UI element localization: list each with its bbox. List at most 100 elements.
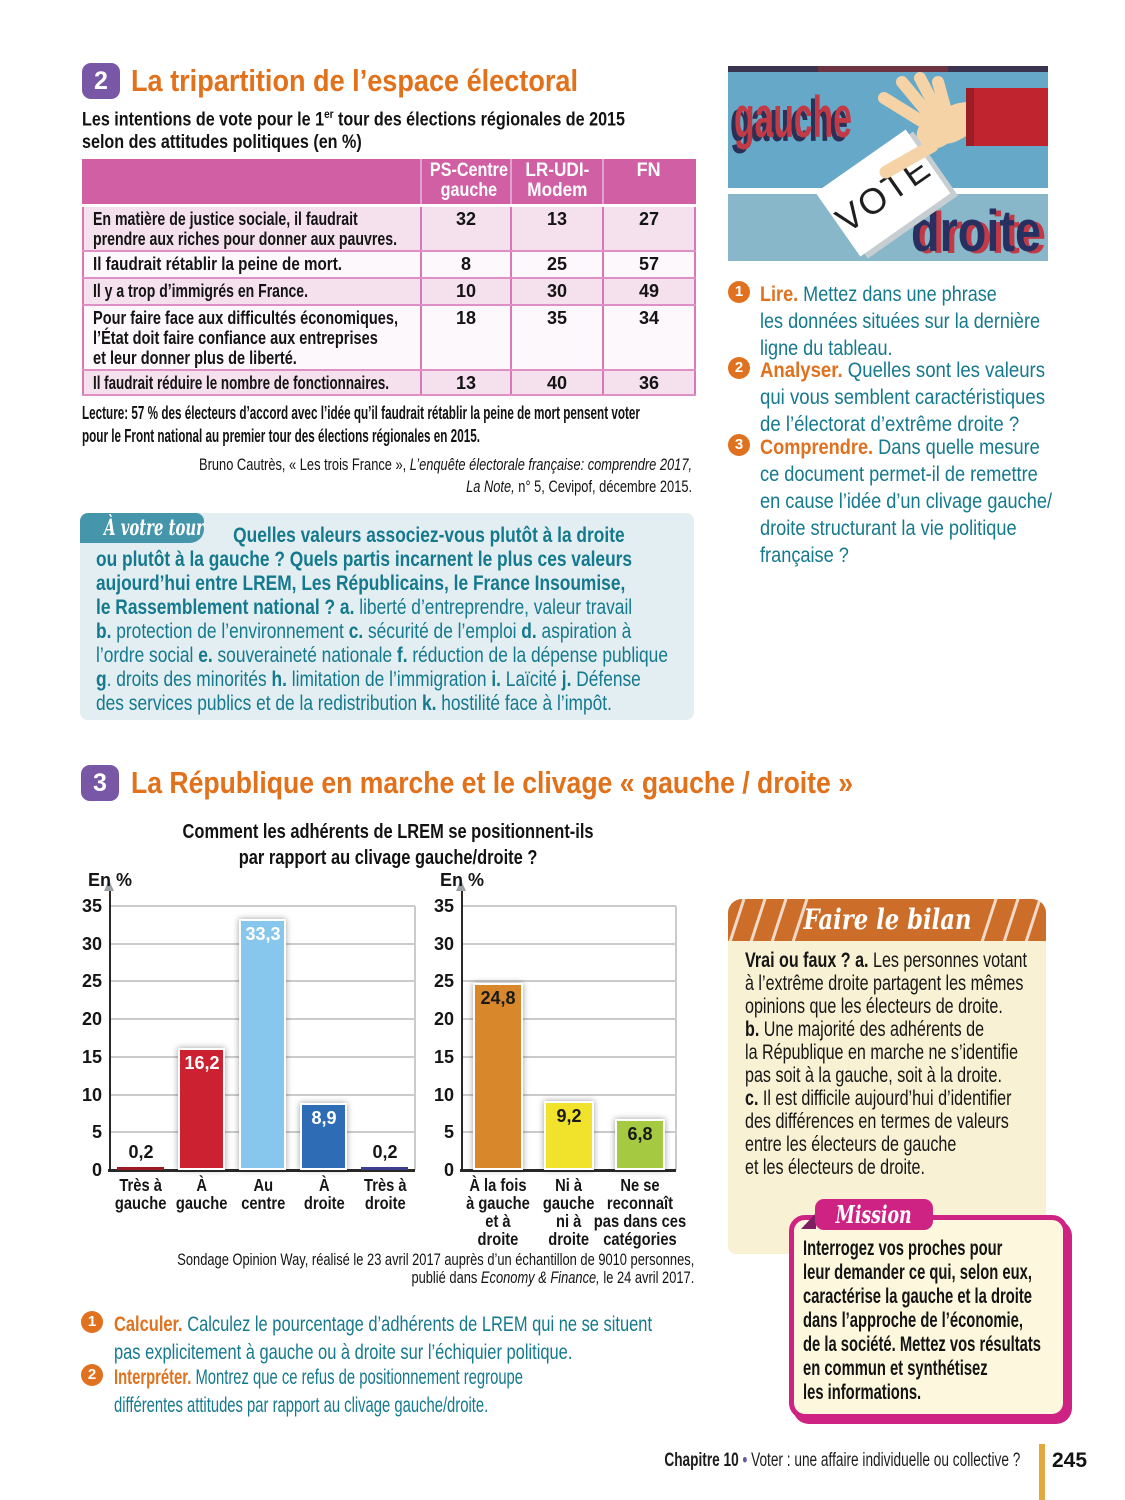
y-tick-label: 15 [81,1046,102,1067]
y-axis-arrow [456,880,466,891]
doc2-number-badge: 2 [82,63,120,99]
footer-chapter: Chapitre 10 • Voter : une affaire indivi… [664,1450,1020,1471]
plot-right-edge [414,906,416,1170]
gauche-word: gauche [734,85,852,150]
gridline [462,905,676,907]
faire-le-bilan-title: Faire le bilan [802,903,972,936]
question-text: Analyser. Quelles sont les valeurs qui vo… [760,359,1046,436]
doc2-title: La tripartition de l’espace électoral [131,63,578,98]
y-tick-label: 30 [433,933,454,954]
y-tick-label: 10 [433,1084,454,1105]
table-header-lrudi: LR-UDI- Modem [511,159,604,207]
gridline [462,980,676,983]
x-category-label: Ne se reconnaît pas dans ces catégories [593,1175,687,1249]
bar-Très à gauche [117,1167,164,1170]
sleeve [966,88,1048,146]
y-tick-label: 5 [91,1122,102,1143]
question-text: Comprendre. Dans quelle mesure ce documen… [760,436,1052,567]
y-tick-label: 25 [81,971,102,992]
question-text: Lire. Mettez dans une phrase les données … [760,283,1041,360]
y-tick-label: 20 [81,1009,102,1030]
y-tick-label: 15 [433,1046,454,1067]
y-tick-label: 25 [433,971,454,992]
bar-value-label: 33,3 [245,924,281,944]
table-header-empty [82,159,422,207]
question-number-circle: 2 [728,357,750,379]
page-number: 245 [1052,1449,1088,1472]
x-category-label: Au centre [240,1175,286,1213]
vote-intentions-table: PS-Centre gauche LR-UDI- Modem FN En matiè… [82,159,696,396]
x-axis [460,1169,676,1172]
thumb [879,139,939,179]
bar-Ne se reconnaît pas dans ces catégories [615,1119,665,1170]
question-number-circle: 2 [81,1364,103,1386]
mission-tab: Mission [815,1199,933,1230]
gridline [462,1055,676,1058]
doc2-source: Bruno Cautrès, « Les trois France », L’e… [198,455,692,496]
bar-Très à droite [361,1167,408,1170]
question-text: Calculer. Calculez le pourcentage d’adhé… [114,1313,653,1364]
a-votre-tour-tab: À votre tour [80,513,204,543]
gridline [462,942,676,945]
mission-text: Interrogez vos proches pour leur demander… [803,1237,1042,1404]
bar-value-label: 24,8 [480,988,516,1008]
chart-source: Sondage Opinion Way, réalisé le 23 avril… [177,1251,694,1287]
y-axis [461,890,463,1170]
y-tick-label: 0 [91,1160,102,1180]
doc3-title: La République en marche et le clivage « … [131,765,853,800]
y-tick-label: 0 [443,1160,454,1180]
a-votre-tour-box [80,513,694,720]
question-number-circle: 1 [81,1311,103,1333]
gauche-word-shadow: gauche [730,89,848,154]
faire-le-bilan-header: Faire le bilan [728,899,1046,941]
x-category-label: Très à droite [363,1175,407,1213]
table-reading-note: Lecture: 57 % des électeurs d’accord ave… [82,403,640,446]
table-row: En matière de justice sociale, il faudra… [82,205,696,252]
gridline [110,905,415,907]
y-axis-arrow [104,880,114,891]
table-header-fn: FN [603,159,696,207]
bar-Ni à gauche ni à droite [544,1101,594,1170]
y-axis-unit-label: En % [88,870,133,890]
bar-value-label: 0,2 [372,1142,398,1162]
table-header-ps: PS-Centre gauche [421,159,512,207]
question-number-circle: 1 [728,281,750,303]
y-axis-unit-label: En % [440,870,485,890]
bar-À la fois à gauche et à droite [473,983,523,1170]
y-tick-label: 10 [81,1084,102,1105]
table-row: Il y a trop d’immigrés en France. 10 30 … [82,277,696,306]
vote-hand-artwork: gauche gauche droite droite VOTE [728,66,1048,266]
y-tick-label: 35 [81,896,102,916]
bar-value-label: 0,2 [128,1142,154,1162]
y-tick-label: 35 [433,896,454,916]
bar-value-label: 16,2 [184,1053,220,1073]
bar-À gauche [178,1048,225,1170]
a-votre-tour-text: Quelles valeurs associez-vous plutôt à l… [96,524,668,715]
question-text: Interpréter. Montrez que ce refus de pos… [114,1366,524,1417]
faire-le-bilan-box: Faire le bilan [728,899,1046,1254]
droite-word-shadow: droite [916,201,1046,261]
footer-gold-bar [1039,1444,1045,1500]
bar-value-label: 6,8 [627,1124,653,1144]
hand-illustration [878,72,966,149]
faire-le-bilan-text: Vrai ou faux ? a. Les personnes votant à … [745,949,1027,1179]
question-number-circle: 3 [728,434,750,456]
x-category-label: Très à gauche [115,1175,167,1213]
y-tick-label: 20 [433,1009,454,1030]
x-category-label: À la fois à gauche et à droite [466,1175,530,1249]
doc3-number-badge: 3 [81,765,119,801]
bar-value-label: 8,9 [311,1108,337,1128]
table-row: Il faudrait réduire le nombre de fonctio… [82,369,696,396]
x-axis [108,1169,415,1172]
doc2-subtitle: Les intentions de vote pour le 1er tour … [82,108,626,154]
y-axis [109,890,111,1170]
table-header-row: PS-Centre gauche LR-UDI- Modem FN [82,159,696,207]
gridline [462,1018,676,1021]
chart-title: Comment les adhérents de LREM se positio… [182,821,594,869]
x-category-label: Ni à gauche ni à droite [543,1175,595,1249]
bar-Au centre [239,919,286,1170]
gridline [462,1093,676,1096]
